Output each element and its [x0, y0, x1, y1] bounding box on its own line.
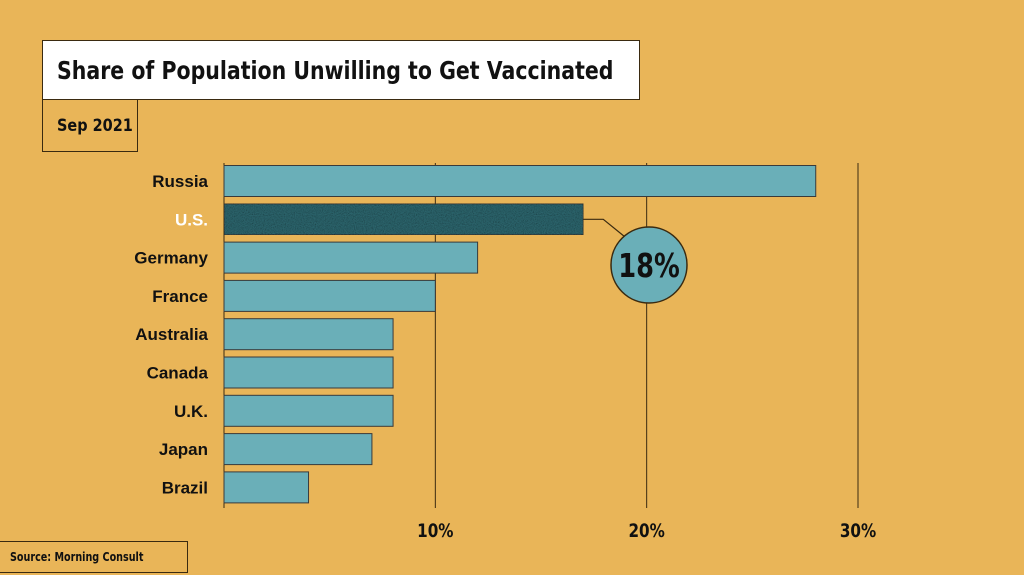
bars	[223, 165, 817, 504]
source-box: Source: Morning Consult	[0, 541, 188, 573]
category-label: Canada	[147, 364, 209, 383]
bar	[223, 318, 394, 351]
category-label: Australia	[135, 325, 208, 344]
bar	[223, 356, 394, 389]
bar	[223, 165, 817, 197]
category-label: Russia	[152, 172, 208, 191]
category-label: U.S.	[175, 210, 208, 229]
category-labels: Russia U.S. Germany France Australia Canada U.…	[134, 172, 208, 497]
category-label: Brazil	[162, 478, 208, 497]
callout: 18%	[583, 218, 688, 304]
category-label: Germany	[134, 249, 208, 268]
bar	[223, 203, 584, 236]
bar	[223, 279, 436, 312]
callout-circle	[610, 226, 688, 304]
title-box: Share of Population Unwilling to Get Vac…	[42, 40, 640, 100]
chart-subtitle: Sep 2021	[57, 115, 133, 136]
bar	[223, 241, 479, 274]
bar	[223, 433, 373, 466]
subtitle-box: Sep 2021	[42, 100, 138, 152]
x-tick-labels: 10% 20% 30%	[417, 520, 876, 542]
chart-title: Share of Population Unwilling to Get Vac…	[57, 55, 614, 85]
x-tick-label: 10%	[417, 520, 453, 542]
category-label: France	[152, 287, 208, 306]
x-tick-label: 20%	[628, 520, 664, 542]
bar	[223, 394, 394, 427]
x-tick-label: 30%	[840, 520, 876, 542]
callout-label: 18%	[618, 247, 680, 285]
category-label: Japan	[159, 440, 208, 459]
bar	[223, 471, 310, 504]
source-note: Source: Morning Consult	[10, 550, 144, 564]
category-label: U.K.	[174, 402, 208, 421]
callout-leader-line	[583, 218, 625, 237]
